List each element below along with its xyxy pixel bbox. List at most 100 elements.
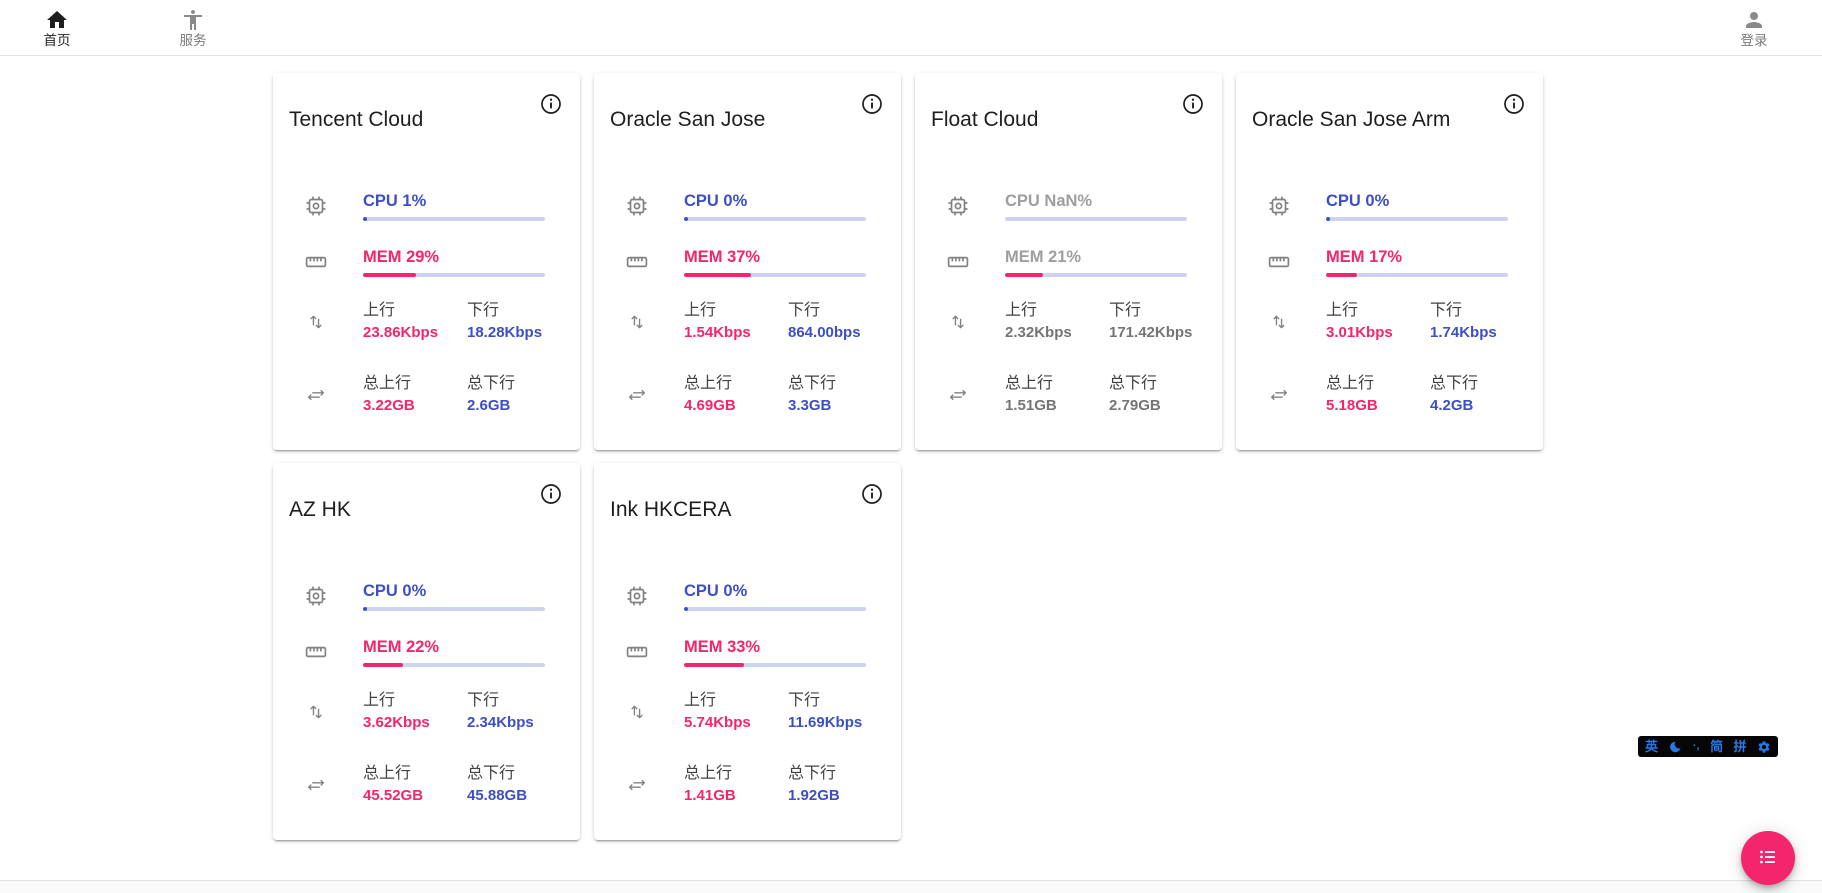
- upload-value: 3.62Kbps: [363, 714, 430, 731]
- mem-progress-fill: [363, 273, 416, 277]
- server-name: Tencent Cloud: [289, 108, 424, 131]
- total-download-value: 45.88GB: [467, 787, 528, 804]
- cpu-label: CPU 1%: [363, 192, 427, 210]
- up-down-arrows-icon: [303, 311, 329, 333]
- memory-ruler-icon: [624, 640, 650, 664]
- server-name: Oracle San Jose Arm: [1252, 108, 1451, 131]
- swap-horizontal-icon: [1266, 384, 1292, 406]
- total-upload-label: 总上行: [363, 375, 412, 392]
- mem-progress-fill: [684, 273, 752, 277]
- nav-item-home[interactable]: 首页: [25, 0, 89, 49]
- list-icon: [1756, 845, 1780, 872]
- mem-label: MEM 21%: [1005, 248, 1082, 266]
- cpu-label: CPU 0%: [684, 582, 748, 600]
- cpu-progress-fill: [684, 217, 688, 221]
- info-button[interactable]: [1502, 92, 1526, 116]
- cpu-progressbar: [363, 607, 545, 611]
- total-download-label: 总下行: [788, 765, 837, 782]
- mem-progressbar: [1005, 273, 1187, 277]
- mem-row: MEM 22%: [273, 637, 580, 667]
- cpu-label: CPU 0%: [684, 192, 748, 210]
- cpu-row: CPU 0%: [1236, 191, 1543, 221]
- server-card: AZ HK CPU 0%: [273, 463, 580, 840]
- ime-settings-gear-icon[interactable]: [1757, 740, 1771, 754]
- net-speed-row: 上行 1.54Kbps 下行 864.00bps: [594, 301, 901, 342]
- download-value: 11.69Kbps: [788, 714, 863, 731]
- cpu-chip-icon: [624, 584, 650, 608]
- info-button[interactable]: [860, 482, 884, 506]
- ime-language-toggle[interactable]: 英: [1645, 739, 1659, 754]
- total-download-label: 总下行: [788, 375, 837, 392]
- nav-item-login[interactable]: 登录: [1722, 0, 1786, 49]
- net-total-row: 总上行 4.69GB 总下行 3.3GB: [594, 374, 901, 415]
- total-download-label: 总下行: [1109, 375, 1158, 392]
- upload-label: 上行: [684, 302, 717, 319]
- swap-horizontal-icon: [624, 774, 650, 796]
- up-down-arrows-icon: [1266, 311, 1292, 333]
- nav-item-services[interactable]: 服务: [161, 0, 225, 49]
- mem-progressbar: [684, 663, 866, 667]
- total-download-value: 2.79GB: [1109, 397, 1161, 414]
- ime-toolbar: 英 ·, 简 拼: [1638, 736, 1778, 757]
- memory-ruler-icon: [1266, 250, 1292, 274]
- info-icon: [1502, 94, 1526, 119]
- info-button[interactable]: [539, 482, 563, 506]
- ime-simplified-toggle[interactable]: 简: [1710, 739, 1724, 754]
- mem-progress-fill: [363, 663, 404, 667]
- nav-home-label: 首页: [43, 33, 71, 48]
- download-label: 下行: [1430, 302, 1463, 319]
- cpu-chip-icon: [303, 194, 329, 218]
- server-list-fab[interactable]: [1741, 831, 1795, 885]
- total-upload-value: 5.18GB: [1326, 397, 1378, 414]
- upload-label: 上行: [1326, 302, 1359, 319]
- info-button[interactable]: [860, 92, 884, 116]
- memory-ruler-icon: [624, 250, 650, 274]
- mem-row: MEM 17%: [1236, 247, 1543, 277]
- ime-fullwidth-moon-icon[interactable]: [1668, 740, 1682, 754]
- mem-label: MEM 17%: [1326, 248, 1403, 266]
- cpu-progressbar: [684, 607, 866, 611]
- mem-row: MEM 33%: [594, 637, 901, 667]
- cpu-chip-icon: [303, 584, 329, 608]
- ime-pinyin-toggle[interactable]: 拼: [1733, 739, 1747, 754]
- swap-horizontal-icon: [945, 384, 971, 406]
- server-card: Oracle San Jose CPU 0%: [594, 73, 901, 450]
- cpu-progress-fill: [363, 217, 367, 221]
- net-speed-row: 上行 2.32Kbps 下行 171.42Kbps: [915, 301, 1222, 342]
- net-speed-row: 上行 5.74Kbps 下行 11.69Kbps: [594, 691, 901, 732]
- cpu-label: CPU 0%: [1326, 192, 1390, 210]
- mem-label: MEM 22%: [363, 638, 440, 656]
- download-value: 171.42Kbps: [1109, 324, 1193, 341]
- upload-value: 2.32Kbps: [1005, 324, 1072, 341]
- info-button[interactable]: [539, 92, 563, 116]
- net-total-row: 总上行 45.52GB 总下行 45.88GB: [273, 764, 580, 805]
- nav-login-label: 登录: [1740, 33, 1768, 48]
- cpu-label: CPU NaN%: [1005, 192, 1093, 210]
- info-button[interactable]: [1181, 92, 1205, 116]
- total-upload-value: 45.52GB: [363, 787, 424, 804]
- cpu-row: CPU 0%: [273, 581, 580, 611]
- nav-services-label: 服务: [179, 33, 207, 48]
- server-name: Ink HKCERA: [610, 498, 732, 521]
- server-name: Oracle San Jose: [610, 108, 766, 131]
- total-download-value: 4.2GB: [1430, 397, 1474, 414]
- total-upload-label: 总上行: [1326, 375, 1375, 392]
- ime-punctuation-toggle[interactable]: ·,: [1692, 740, 1700, 752]
- home-icon: [45, 8, 69, 32]
- mem-row: MEM 37%: [594, 247, 901, 277]
- cpu-progress-fill: [684, 607, 688, 611]
- server-card: Ink HKCERA CPU 0%: [594, 463, 901, 840]
- total-download-value: 3.3GB: [788, 397, 832, 414]
- total-upload-label: 总上行: [1005, 375, 1054, 392]
- total-download-value: 2.6GB: [467, 397, 511, 414]
- download-value: 2.34Kbps: [467, 714, 534, 731]
- mem-progress-fill: [1005, 273, 1044, 277]
- net-speed-row: 上行 23.86Kbps 下行 18.28Kbps: [273, 301, 580, 342]
- upload-value: 1.54Kbps: [684, 324, 751, 341]
- upload-label: 上行: [363, 692, 396, 709]
- info-icon: [539, 94, 563, 119]
- cpu-progressbar: [363, 217, 545, 221]
- upload-value: 23.86Kbps: [363, 324, 439, 341]
- cpu-row: CPU 0%: [594, 191, 901, 221]
- mem-progressbar: [1326, 273, 1508, 277]
